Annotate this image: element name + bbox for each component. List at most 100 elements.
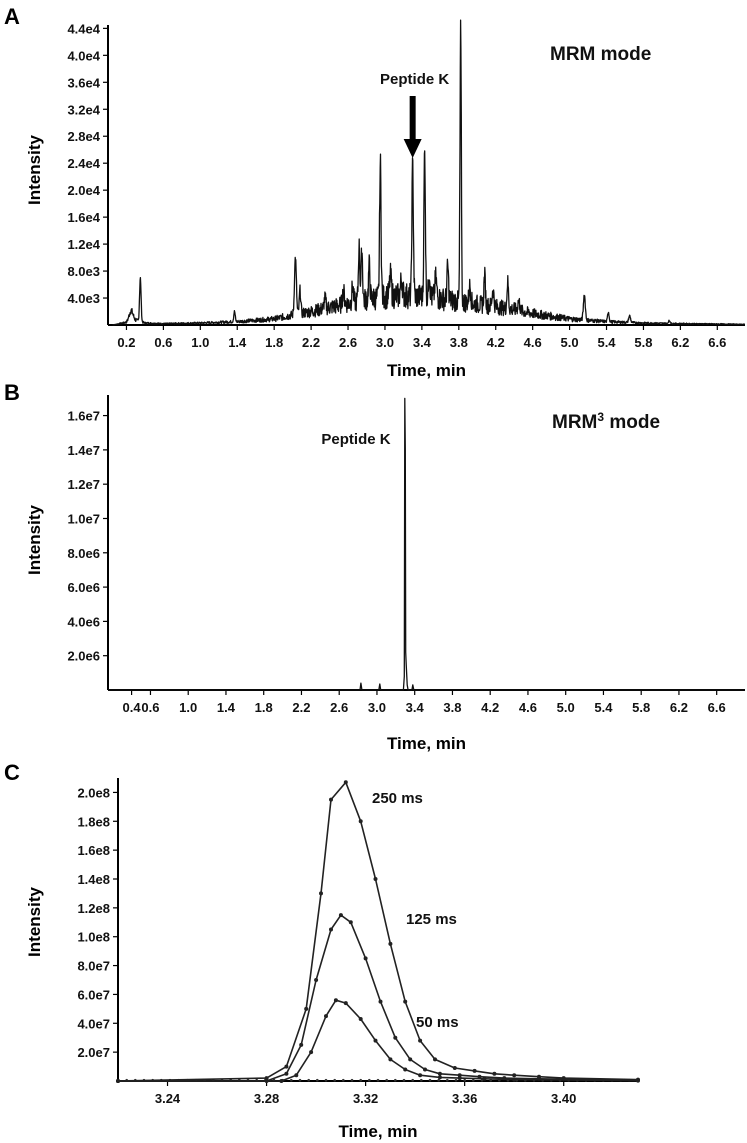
x-tick-label: 3.24: [155, 1091, 181, 1106]
y-tick-label: 8.0e6: [67, 546, 100, 561]
x-tick-label: 6.2: [671, 335, 689, 350]
baseline-marker: [342, 1078, 345, 1082]
series-point: [393, 1035, 398, 1040]
y-tick-label: 1.6e4: [67, 210, 100, 225]
baseline-marker: [290, 1078, 293, 1082]
baseline-marker: [376, 1078, 380, 1082]
series-point: [477, 1074, 482, 1079]
x-axis-title: Time, min: [387, 734, 466, 753]
x-tick-label: 0.6: [154, 335, 172, 350]
series-point: [373, 1038, 378, 1043]
x-tick-label: 3.0: [376, 335, 394, 350]
y-tick-label: 8.0e7: [77, 959, 110, 974]
x-tick-label: 2.2: [302, 335, 320, 350]
series-point: [329, 927, 333, 932]
peak-label: Peptide K: [380, 71, 449, 88]
baseline-marker: [402, 1078, 406, 1082]
chromatogram-trace: [112, 19, 746, 326]
peak-arrow-head: [403, 139, 422, 158]
series-point: [437, 1071, 442, 1076]
y-tick-label: 1.0e7: [67, 511, 100, 526]
y-tick-label: 4.0e3: [67, 291, 100, 306]
x-tick-label: 6.6: [708, 700, 726, 715]
series-line: [117, 781, 639, 1082]
baseline-marker: [316, 1078, 319, 1082]
y-tick-label: 1.0e8: [77, 930, 110, 945]
series-point: [343, 780, 348, 785]
series-point: [433, 1057, 437, 1062]
panel-letter: C: [4, 760, 20, 785]
baseline-marker: [446, 1078, 449, 1082]
baseline-marker: [359, 1078, 363, 1082]
series-point: [324, 1014, 328, 1019]
y-tick-label: 3.2e4: [67, 102, 100, 117]
x-tick-label: 1.4: [217, 700, 236, 715]
y-tick-label: 2.0e6: [67, 649, 100, 664]
x-tick-label: 3.4: [406, 700, 425, 715]
x-tick-label: 1.4: [228, 335, 247, 350]
baseline-marker: [454, 1078, 458, 1082]
x-tick-label: 0.4: [123, 700, 142, 715]
x-tick-label: 4.2: [487, 335, 505, 350]
mode-label-main: MRM: [552, 412, 597, 433]
series-point: [358, 819, 363, 824]
y-tick-label: 6.0e7: [77, 987, 110, 1002]
baseline-marker: [428, 1078, 432, 1082]
series-point: [279, 1079, 284, 1083]
y-tick-label: 4.4e4: [67, 21, 100, 36]
peak-arrow-shaft: [409, 96, 416, 140]
mode-label: MRM3 mode: [552, 410, 660, 433]
series-point: [418, 1038, 423, 1043]
panel-letter: A: [4, 4, 20, 29]
y-tick-label: 1.6e7: [67, 409, 100, 424]
x-tick-label: 2.2: [292, 700, 310, 715]
series-point: [309, 1050, 314, 1055]
series-point: [482, 1076, 487, 1081]
y-tick-label: 1.4e7: [67, 443, 100, 458]
peak-label: Peptide K: [321, 431, 390, 448]
series-50-ms: [116, 998, 640, 1083]
series-point: [403, 1067, 408, 1072]
x-tick-label: 1.8: [255, 700, 273, 715]
series-point: [116, 1079, 120, 1083]
x-tick-label: 5.0: [557, 700, 575, 715]
series-point: [304, 1006, 309, 1011]
series-250-ms: [116, 780, 640, 1083]
mode-label-suffix: mode: [604, 412, 660, 433]
panel-b: B 0.4 0.6 1.0 1.4 1.8 2.2 2.6 3.0 3.4 3.8 4.2 4.6 5.0…: [4, 380, 745, 753]
series-point: [264, 1076, 269, 1081]
x-tick-label: 6.2: [670, 700, 688, 715]
mode-label-superscript: 3: [597, 410, 604, 424]
y-tick-label: 8.0e3: [67, 264, 100, 279]
y-tick-label: 3.6e4: [67, 75, 100, 90]
series-point: [294, 1073, 299, 1078]
series-point: [388, 941, 393, 946]
series-line: [118, 999, 639, 1082]
x-tick-label: 0.6: [141, 700, 159, 715]
series-point: [457, 1076, 462, 1081]
y-tick-label: 1.6e8: [77, 843, 110, 858]
series-point: [472, 1068, 477, 1073]
x-tick-label: 3.36: [452, 1091, 477, 1106]
y-tick-label: 4.0e6: [67, 614, 100, 629]
series-point: [437, 1075, 442, 1080]
panel-a: A 0.2 0.6 1.0 1.4 1.8 2.2 2.6 3.0 3.4 3.8 4.2 4.6 5.0…: [4, 4, 746, 380]
series-point: [512, 1073, 517, 1078]
baseline-marker: [472, 1078, 475, 1082]
x-tick-label: 6.6: [708, 335, 726, 350]
x-tick-label: 3.8: [443, 700, 461, 715]
baseline-marker: [463, 1078, 467, 1082]
baseline-marker: [307, 1078, 311, 1082]
series-125-ms: [116, 913, 640, 1083]
x-tick-label: 3.4: [413, 335, 432, 350]
baseline-marker: [394, 1078, 397, 1082]
x-tick-label: 4.6: [524, 335, 542, 350]
x-tick-label: 5.8: [632, 700, 650, 715]
series-point: [343, 1001, 348, 1006]
x-tick-label: 2.6: [339, 335, 357, 350]
series-point: [373, 877, 378, 881]
y-axis-title: Intensity: [25, 505, 44, 575]
mode-label: MRM mode: [550, 44, 651, 65]
x-tick-label: 1.0: [191, 335, 209, 350]
series-label: 250 ms: [372, 790, 423, 807]
